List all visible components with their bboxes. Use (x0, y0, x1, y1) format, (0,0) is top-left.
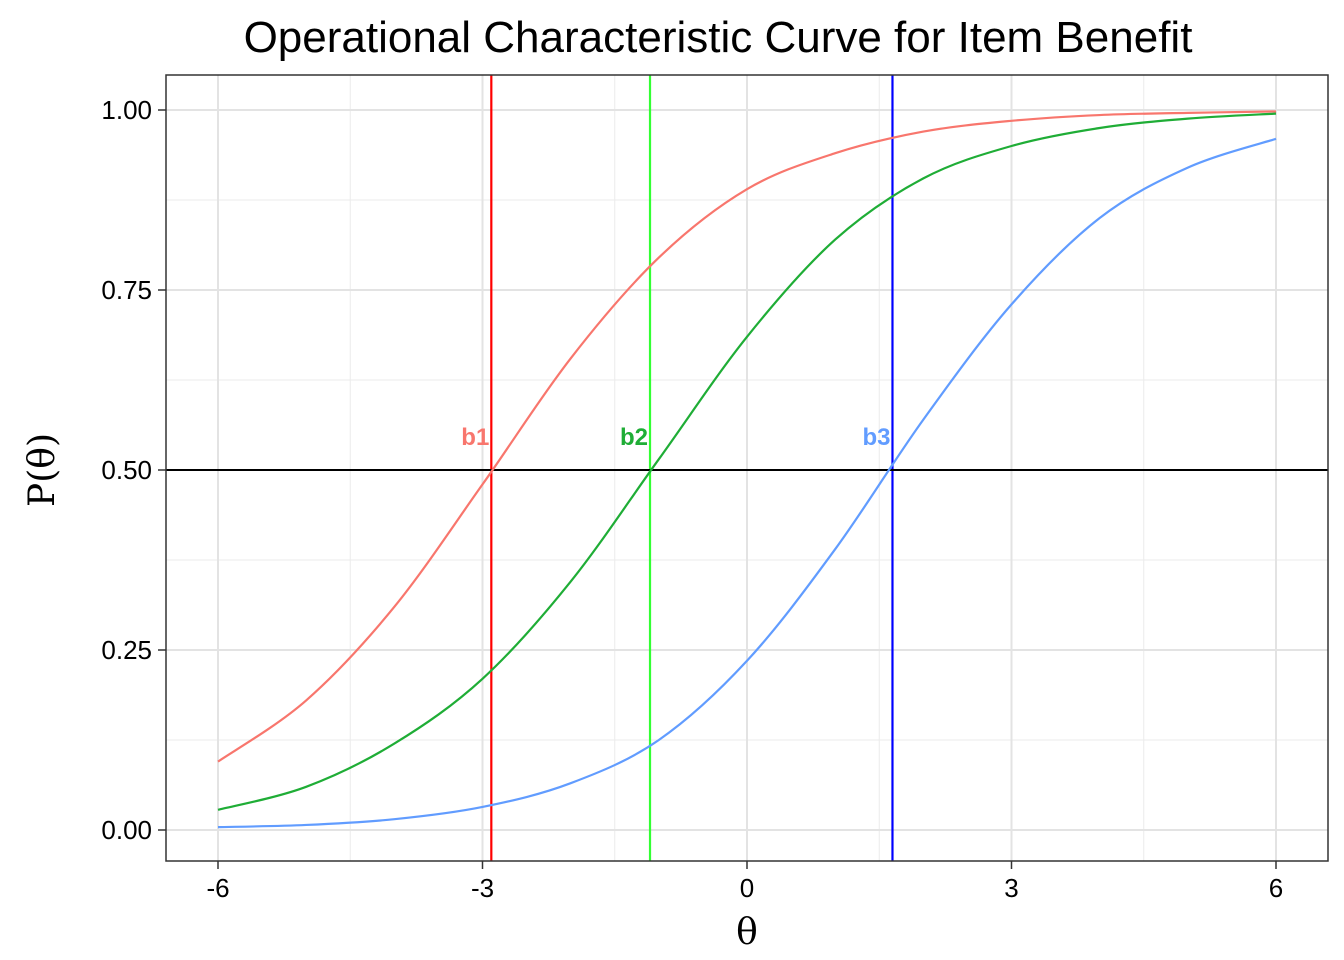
x-tick-label: -3 (471, 873, 494, 903)
x-tick-label: 3 (1004, 873, 1018, 903)
annotation-b1: b1 (461, 424, 489, 451)
chart-title: Operational Characteristic Curve for Ite… (244, 13, 1193, 62)
x-axis-title: θ (736, 912, 758, 953)
y-tick-label: 0.00 (101, 815, 152, 845)
annotation-b2: b2 (620, 424, 648, 451)
curves (217, 110, 1277, 829)
y-tick-label: 0.75 (101, 275, 152, 305)
x-axis: -6 -3 0 3 6 (206, 861, 1283, 903)
y-tick-label: 0.25 (101, 635, 152, 665)
annotation-b3: b3 (862, 424, 890, 451)
series-line-3 (217, 137, 1277, 829)
y-axis-title: P(θ) (22, 433, 63, 507)
difficulty-lines (490, 75, 894, 861)
y-axis: 0.00 0.25 0.50 0.75 1.00 (101, 95, 166, 845)
annotations: b1 b2 b3 (461, 424, 890, 451)
x-tick-label: 6 (1269, 873, 1283, 903)
series-line-1 (217, 110, 1277, 763)
y-tick-label: 0.50 (101, 455, 152, 485)
x-tick-label: 0 (740, 873, 754, 903)
series-line-2 (217, 112, 1277, 811)
x-tick-label: -6 (206, 873, 229, 903)
y-tick-label: 1.00 (101, 95, 152, 125)
